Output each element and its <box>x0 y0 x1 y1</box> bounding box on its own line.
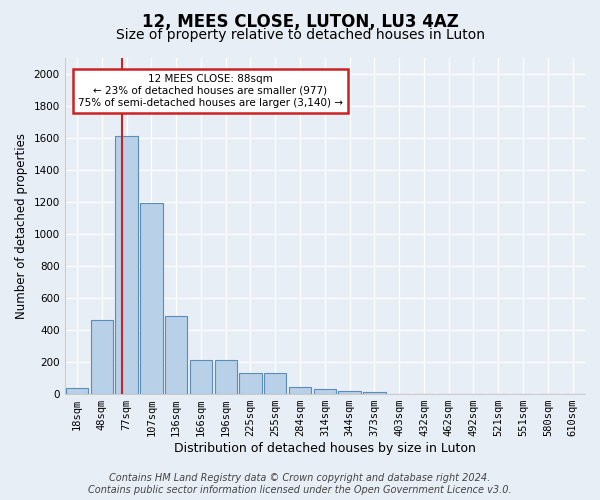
Bar <box>165 316 187 394</box>
Text: Contains HM Land Registry data © Crown copyright and database right 2024.
Contai: Contains HM Land Registry data © Crown c… <box>88 474 512 495</box>
Bar <box>115 136 138 394</box>
Bar <box>239 373 262 394</box>
Bar <box>363 392 386 394</box>
Bar <box>140 204 163 394</box>
X-axis label: Distribution of detached houses by size in Luton: Distribution of detached houses by size … <box>174 442 476 455</box>
Bar <box>91 320 113 394</box>
Bar <box>289 387 311 394</box>
Text: Size of property relative to detached houses in Luton: Size of property relative to detached ho… <box>115 28 485 42</box>
Bar <box>338 391 361 394</box>
Y-axis label: Number of detached properties: Number of detached properties <box>15 133 28 319</box>
Bar <box>314 390 336 394</box>
Text: 12, MEES CLOSE, LUTON, LU3 4AZ: 12, MEES CLOSE, LUTON, LU3 4AZ <box>142 12 458 30</box>
Bar <box>264 373 286 394</box>
Bar <box>190 360 212 394</box>
Bar <box>215 360 237 394</box>
Text: 12 MEES CLOSE: 88sqm
← 23% of detached houses are smaller (977)
75% of semi-deta: 12 MEES CLOSE: 88sqm ← 23% of detached h… <box>78 74 343 108</box>
Bar <box>66 388 88 394</box>
